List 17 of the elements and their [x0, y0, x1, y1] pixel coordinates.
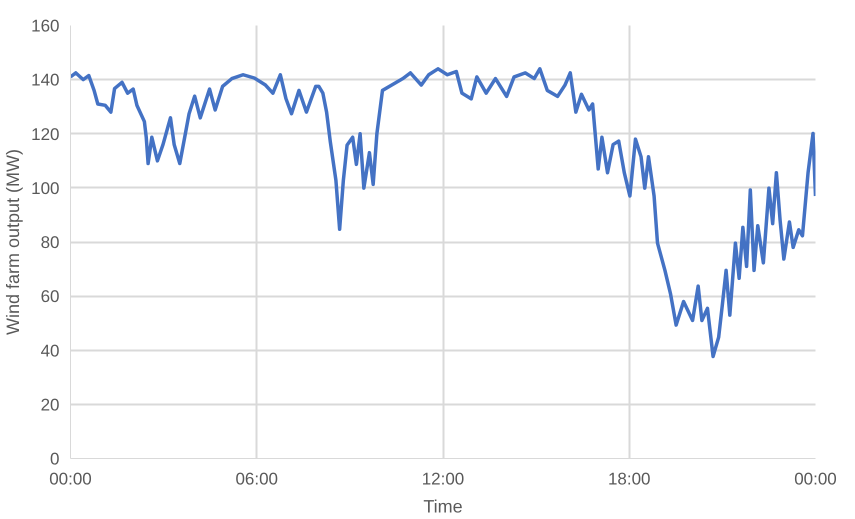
y-tick-label: 80: [40, 233, 60, 252]
y-tick-label: 140: [31, 70, 60, 90]
line-series: [70, 67, 816, 358]
y-tick-label: 160: [31, 16, 60, 36]
y-axis-title: Wind farm output (MW): [3, 148, 24, 336]
y-tick-label: 0: [50, 450, 60, 468]
y-tick-label: 120: [31, 124, 60, 144]
x-tick-label: 00:00: [794, 470, 837, 488]
y-tick-label: 40: [40, 341, 60, 360]
x-tick-label: 00:00: [49, 470, 92, 488]
y-tick-label: 100: [31, 178, 60, 198]
x-tick-label: 12:00: [422, 470, 464, 488]
y-tick-label: 60: [40, 287, 60, 306]
y-tick-label: 20: [40, 395, 60, 414]
x-tick-label: 18:00: [608, 470, 651, 488]
x-tick-label: 06:00: [235, 470, 278, 488]
x-axis-title: Time: [423, 496, 463, 516]
